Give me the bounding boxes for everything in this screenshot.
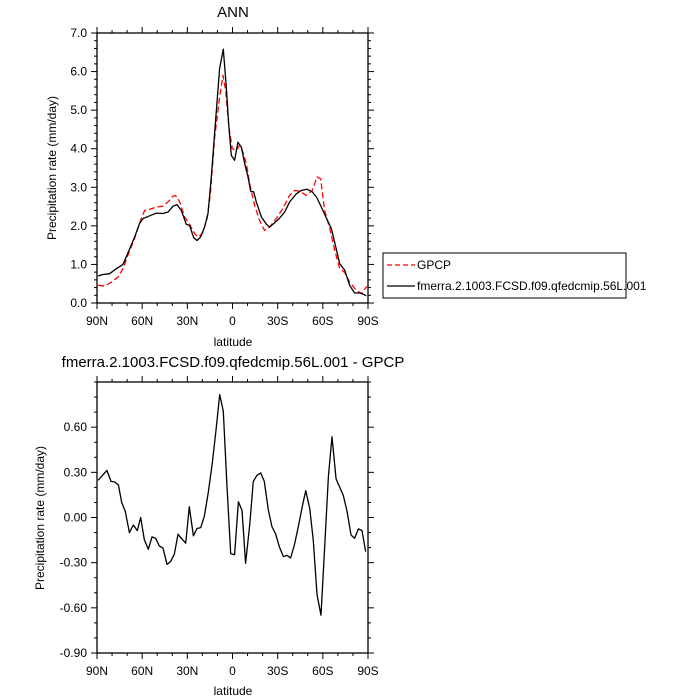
x-tick-label: 30S bbox=[267, 314, 288, 328]
bottom-plot-area: 90N 60N 30N 0 30S 60S 90S 0.60 0.30 0.00 -0.30 -0.6… bbox=[60, 376, 379, 678]
x-tick-label: 0 bbox=[229, 664, 236, 678]
bottom-chart-title: fmerra.2.1003.FCSD.f09.qfedcmip.56L.001 … bbox=[62, 354, 405, 371]
top-plot-area: 90N 60N 30N 0 30S 60S 90S 0.0 1.0 2.0 3.0 4.0 5.0 6.0… bbox=[70, 26, 378, 328]
x-tick-label: 60S bbox=[312, 664, 333, 678]
x-tick-label: 90N bbox=[86, 664, 108, 678]
plot-frame bbox=[96, 32, 369, 304]
legend-label-gpcp: GPCP bbox=[417, 258, 451, 272]
y-tick-label: 1.0 bbox=[70, 257, 87, 271]
top-chart-title: ANN bbox=[217, 4, 249, 21]
x-tick-label: 30S bbox=[267, 664, 288, 678]
x-tick-label: 60N bbox=[131, 314, 153, 328]
x-tick-label: 90N bbox=[86, 314, 108, 328]
series-line-gpcp bbox=[98, 74, 368, 295]
x-tick-label: 90S bbox=[357, 314, 378, 328]
legend: GPCP fmerra.2.1003.FCSD.f09.qfedcmip.56L… bbox=[382, 252, 647, 299]
top-chart-ylabel: Precipitation rate (mm/day) bbox=[45, 96, 59, 240]
plot-frame bbox=[96, 381, 369, 654]
x-tick-label: 30N bbox=[176, 314, 198, 328]
y-tick-label: 0.30 bbox=[64, 465, 88, 479]
series-line-difference bbox=[97, 393, 367, 616]
x-tick-label: 90S bbox=[357, 664, 378, 678]
y-tick-label: 0.60 bbox=[64, 420, 88, 434]
y-tick-label: 3.0 bbox=[70, 180, 87, 194]
legend-label-model: fmerra.2.1003.FCSD.f09.qfedcmip.56L.001 bbox=[417, 279, 647, 293]
x-tick-label: 60N bbox=[131, 664, 153, 678]
y-tick-label: -0.30 bbox=[60, 556, 88, 570]
bottom-chart-xlabel: latitude bbox=[214, 684, 253, 698]
y-tick-label: 0.00 bbox=[64, 511, 88, 525]
y-tick-label: 5.0 bbox=[70, 103, 87, 117]
y-tick-label: 2.0 bbox=[70, 219, 87, 233]
legend-box bbox=[382, 252, 627, 299]
y-tick-label: 7.0 bbox=[70, 26, 87, 40]
y-tick-label: 6.0 bbox=[70, 65, 87, 79]
y-tick-label: -0.60 bbox=[60, 601, 88, 615]
y-tick-label: 4.0 bbox=[70, 142, 87, 156]
top-chart-xlabel: latitude bbox=[214, 335, 253, 349]
x-tick-label: 60S bbox=[312, 314, 333, 328]
bottom-chart-ylabel: Precipitation rate (mm/day) bbox=[33, 446, 47, 590]
y-tick-label: -0.90 bbox=[60, 646, 88, 660]
x-tick-label: 30N bbox=[176, 664, 198, 678]
y-tick-label: 0.0 bbox=[70, 296, 87, 310]
series-line-fmerra-2-1003-fcsd-f09-qfedcmip-56l-001 bbox=[97, 48, 367, 297]
x-tick-label: 0 bbox=[229, 314, 236, 328]
